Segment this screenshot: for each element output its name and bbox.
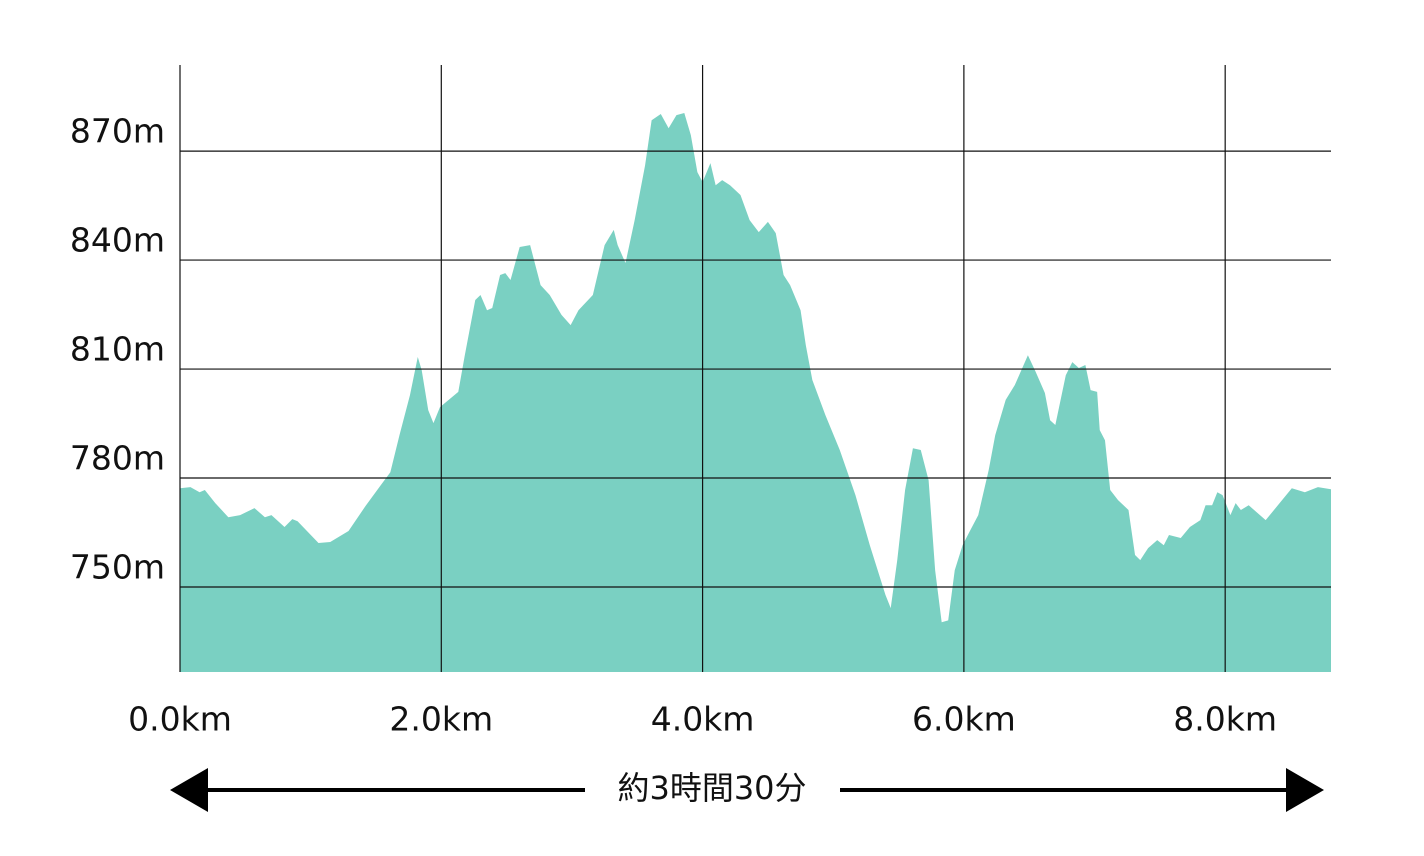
x-tick-label: 8.0km	[1173, 700, 1277, 739]
x-tick-label: 0.0km	[128, 700, 232, 739]
y-tick-label: 840m	[70, 221, 165, 260]
elevation-area	[180, 112, 1331, 673]
y-tick-label: 870m	[70, 112, 165, 151]
grid-layer	[179, 65, 1331, 672]
x-tick-label: 2.0km	[389, 700, 493, 739]
arrow-head	[170, 768, 208, 812]
y-tick-label: 810m	[70, 330, 165, 369]
annotation: 約3時間30分	[617, 769, 806, 807]
y-tick-label: 780m	[70, 439, 165, 478]
area-layer	[180, 112, 1331, 673]
arrow-head	[1286, 768, 1324, 812]
y-tick-label: 750m	[70, 547, 165, 586]
x-tick-label: 6.0km	[912, 700, 1016, 739]
duration-arrow: 約3時間30分	[170, 768, 1324, 812]
x-tick-label: 4.0km	[651, 700, 755, 739]
label-layer: 750m 780m 810m 840m 870m 0.0km 2.0km 4.0km 6.0km…	[70, 112, 1277, 739]
